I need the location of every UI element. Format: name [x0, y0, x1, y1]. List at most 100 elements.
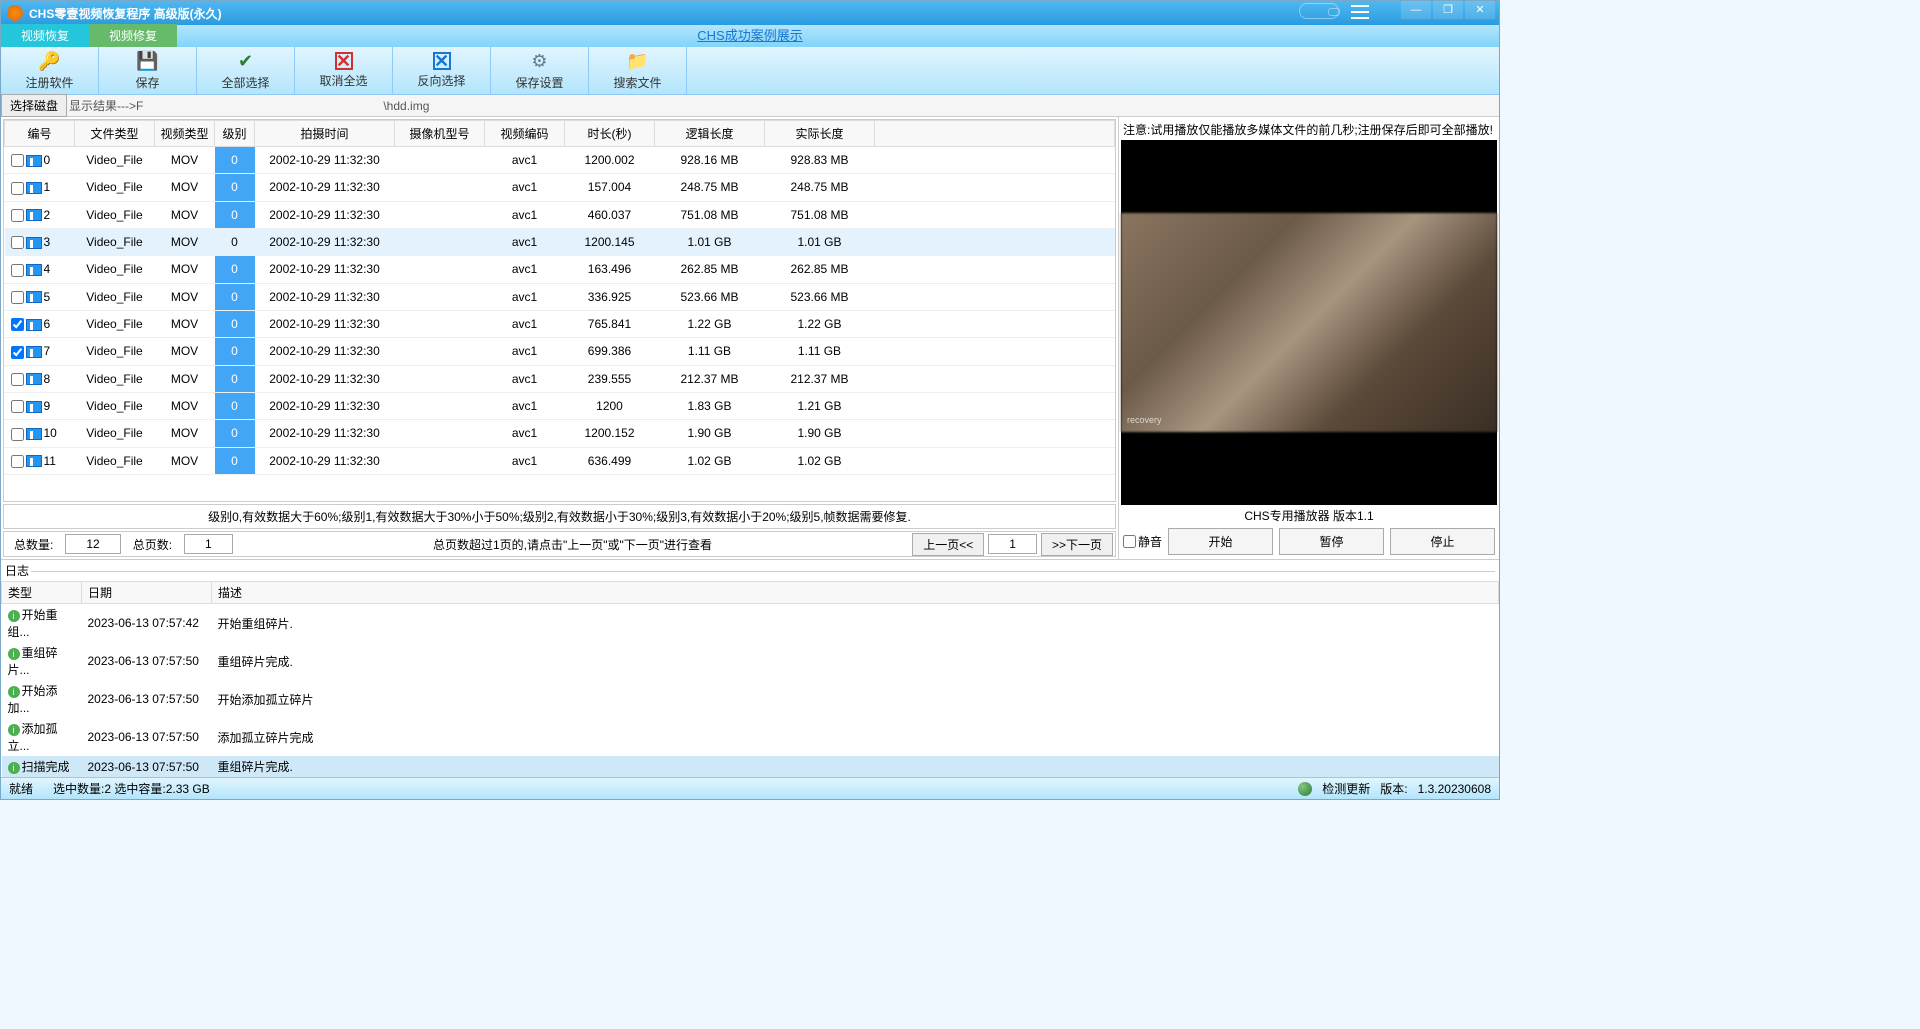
stop-button[interactable]: 停止 [1390, 528, 1495, 555]
row-checkbox[interactable] [11, 154, 24, 167]
row-checkbox[interactable] [11, 428, 24, 441]
video-file-icon [26, 182, 42, 194]
next-page-button[interactable]: >>下一页 [1041, 533, 1113, 556]
row-checkbox[interactable] [11, 400, 24, 413]
cell-codec: avc1 [485, 365, 565, 392]
cell-camera [395, 201, 485, 228]
col-logic[interactable]: 逻辑长度 [655, 121, 765, 147]
row-checkbox[interactable] [11, 346, 24, 359]
table-row[interactable]: 6Video_FileMOV02002-10-29 11:32:30avc176… [5, 310, 1115, 337]
save-button[interactable]: 💾保存 [99, 47, 197, 94]
row-checkbox[interactable] [11, 291, 24, 304]
success-cases-link[interactable]: CHS成功案例展示 [697, 25, 802, 44]
page-number: 1 [988, 534, 1037, 554]
table-row[interactable]: 4Video_FileMOV02002-10-29 11:32:30avc116… [5, 256, 1115, 283]
cell-duration: 239.555 [565, 365, 655, 392]
search-files-button[interactable]: 📁搜索文件 [589, 47, 687, 94]
cell-real: 1.22 GB [765, 310, 875, 337]
prev-page-button[interactable]: 上一页<< [912, 533, 984, 556]
cell-logic: 523.66 MB [655, 283, 765, 310]
log-col-type[interactable]: 类型 [2, 582, 82, 604]
mute-label: 静音 [1138, 533, 1162, 550]
save-settings-label: 保存设置 [515, 74, 563, 91]
results-table-wrap[interactable]: 编号 文件类型 视频类型 级别 拍摄时间 摄像机型号 视频编码 时长(秒) 逻辑… [3, 119, 1116, 502]
table-row[interactable]: 5Video_FileMOV02002-10-29 11:32:30avc133… [5, 283, 1115, 310]
log-row[interactable]: i重组碎片...2023-06-13 07:57:50重组碎片完成. [2, 642, 1499, 680]
status-selection: 选中数量:2 选中容量:2.33 GB [53, 780, 210, 797]
log-col-desc[interactable]: 描述 [212, 582, 1499, 604]
mute-checkbox[interactable] [1123, 535, 1136, 548]
log-cell-type: i重组碎片... [2, 642, 82, 680]
invert-button[interactable]: ✕反向选择 [393, 47, 491, 94]
check-update-link[interactable]: 检测更新 [1322, 780, 1370, 797]
video-preview[interactable]: recovery [1121, 140, 1497, 505]
col-real[interactable]: 实际长度 [765, 121, 875, 147]
tab-recover[interactable]: 视频恢复 [1, 24, 89, 47]
minimize-button[interactable]: — [1401, 1, 1431, 19]
col-duration[interactable]: 时长(秒) [565, 121, 655, 147]
table-row[interactable]: 8Video_FileMOV02002-10-29 11:32:30avc123… [5, 365, 1115, 392]
video-file-icon [26, 455, 42, 467]
table-row[interactable]: 2Video_FileMOV02002-10-29 11:32:30avc146… [5, 201, 1115, 228]
log-title: 日志 [1, 560, 1499, 581]
row-checkbox[interactable] [11, 264, 24, 277]
status-ready: 就绪 [9, 780, 33, 797]
play-button[interactable]: 开始 [1168, 528, 1273, 555]
col-codec[interactable]: 视频编码 [485, 121, 565, 147]
table-row[interactable]: 9Video_FileMOV02002-10-29 11:32:30avc112… [5, 392, 1115, 419]
log-row[interactable]: i开始添加...2023-06-13 07:57:50开始添加孤立碎片 [2, 680, 1499, 718]
row-checkbox[interactable] [11, 236, 24, 249]
invert-label: 反向选择 [417, 72, 465, 89]
cell-duration: 163.496 [565, 256, 655, 283]
row-checkbox[interactable] [11, 182, 24, 195]
col-level[interactable]: 级别 [215, 121, 255, 147]
row-checkbox[interactable] [11, 209, 24, 222]
cell-time: 2002-10-29 11:32:30 [255, 228, 395, 255]
select-disk-button[interactable]: 选择磁盘 [1, 94, 67, 117]
col-time[interactable]: 拍摄时间 [255, 121, 395, 147]
log-col-date[interactable]: 日期 [82, 582, 212, 604]
video-file-icon [26, 237, 42, 249]
deselect-button[interactable]: ✕取消全选 [295, 47, 393, 94]
col-idx[interactable]: 编号 [5, 121, 75, 147]
table-row[interactable]: 3Video_FileMOV02002-10-29 11:32:30avc112… [5, 228, 1115, 255]
table-row[interactable]: 11Video_FileMOV02002-10-29 11:32:30avc16… [5, 447, 1115, 474]
table-row[interactable]: 1Video_FileMOV02002-10-29 11:32:30avc115… [5, 174, 1115, 201]
table-row[interactable]: 7Video_FileMOV02002-10-29 11:32:30avc169… [5, 338, 1115, 365]
restore-button[interactable]: ❐ [1433, 1, 1463, 19]
cell-codec: avc1 [485, 228, 565, 255]
cell-camera [395, 365, 485, 392]
mute-checkbox-wrap[interactable]: 静音 [1123, 533, 1162, 550]
pause-button[interactable]: 暂停 [1279, 528, 1384, 555]
table-row[interactable]: 10Video_FileMOV02002-10-29 11:32:30avc11… [5, 420, 1115, 447]
cell-real: 1.21 GB [765, 392, 875, 419]
cell-camera [395, 420, 485, 447]
pathbar: 选择磁盘 显示结果--->F \hdd.img [1, 95, 1499, 117]
log-row[interactable]: i添加孤立...2023-06-13 07:57:50添加孤立碎片完成 [2, 718, 1499, 756]
video-file-icon [26, 155, 42, 167]
hamburger-icon[interactable] [1351, 5, 1369, 19]
version-value: 1.3.20230608 [1418, 782, 1491, 796]
row-checkbox[interactable] [11, 455, 24, 468]
save-settings-button[interactable]: ⚙保存设置 [491, 47, 589, 94]
table-row[interactable]: 0Video_FileMOV02002-10-29 11:32:30avc112… [5, 147, 1115, 174]
col-camera[interactable]: 摄像机型号 [395, 121, 485, 147]
cell-real: 262.85 MB [765, 256, 875, 283]
cell-level: 0 [215, 256, 255, 283]
cell-ftype: Video_File [75, 228, 155, 255]
cell-duration: 765.841 [565, 310, 655, 337]
window-title: CHS零壹视频恢复程序 高级版(永久) [29, 5, 222, 22]
select-all-button[interactable]: ✔全部选择 [197, 47, 295, 94]
cell-vtype: MOV [155, 310, 215, 337]
tab-repair[interactable]: 视频修复 [89, 24, 177, 47]
row-checkbox[interactable] [11, 318, 24, 331]
tabbar: 视频恢复 视频修复 CHS成功案例展示 [1, 25, 1499, 47]
log-row[interactable]: i扫描完成2023-06-13 07:57:50重组碎片完成. [2, 756, 1499, 777]
log-row[interactable]: i开始重组...2023-06-13 07:57:42开始重组碎片. [2, 604, 1499, 643]
row-checkbox[interactable] [11, 373, 24, 386]
col-ftype[interactable]: 文件类型 [75, 121, 155, 147]
cell-logic: 1.01 GB [655, 228, 765, 255]
col-vtype[interactable]: 视频类型 [155, 121, 215, 147]
close-button[interactable]: ✕ [1465, 1, 1495, 19]
register-button[interactable]: 🔑注册软件 [1, 47, 99, 94]
